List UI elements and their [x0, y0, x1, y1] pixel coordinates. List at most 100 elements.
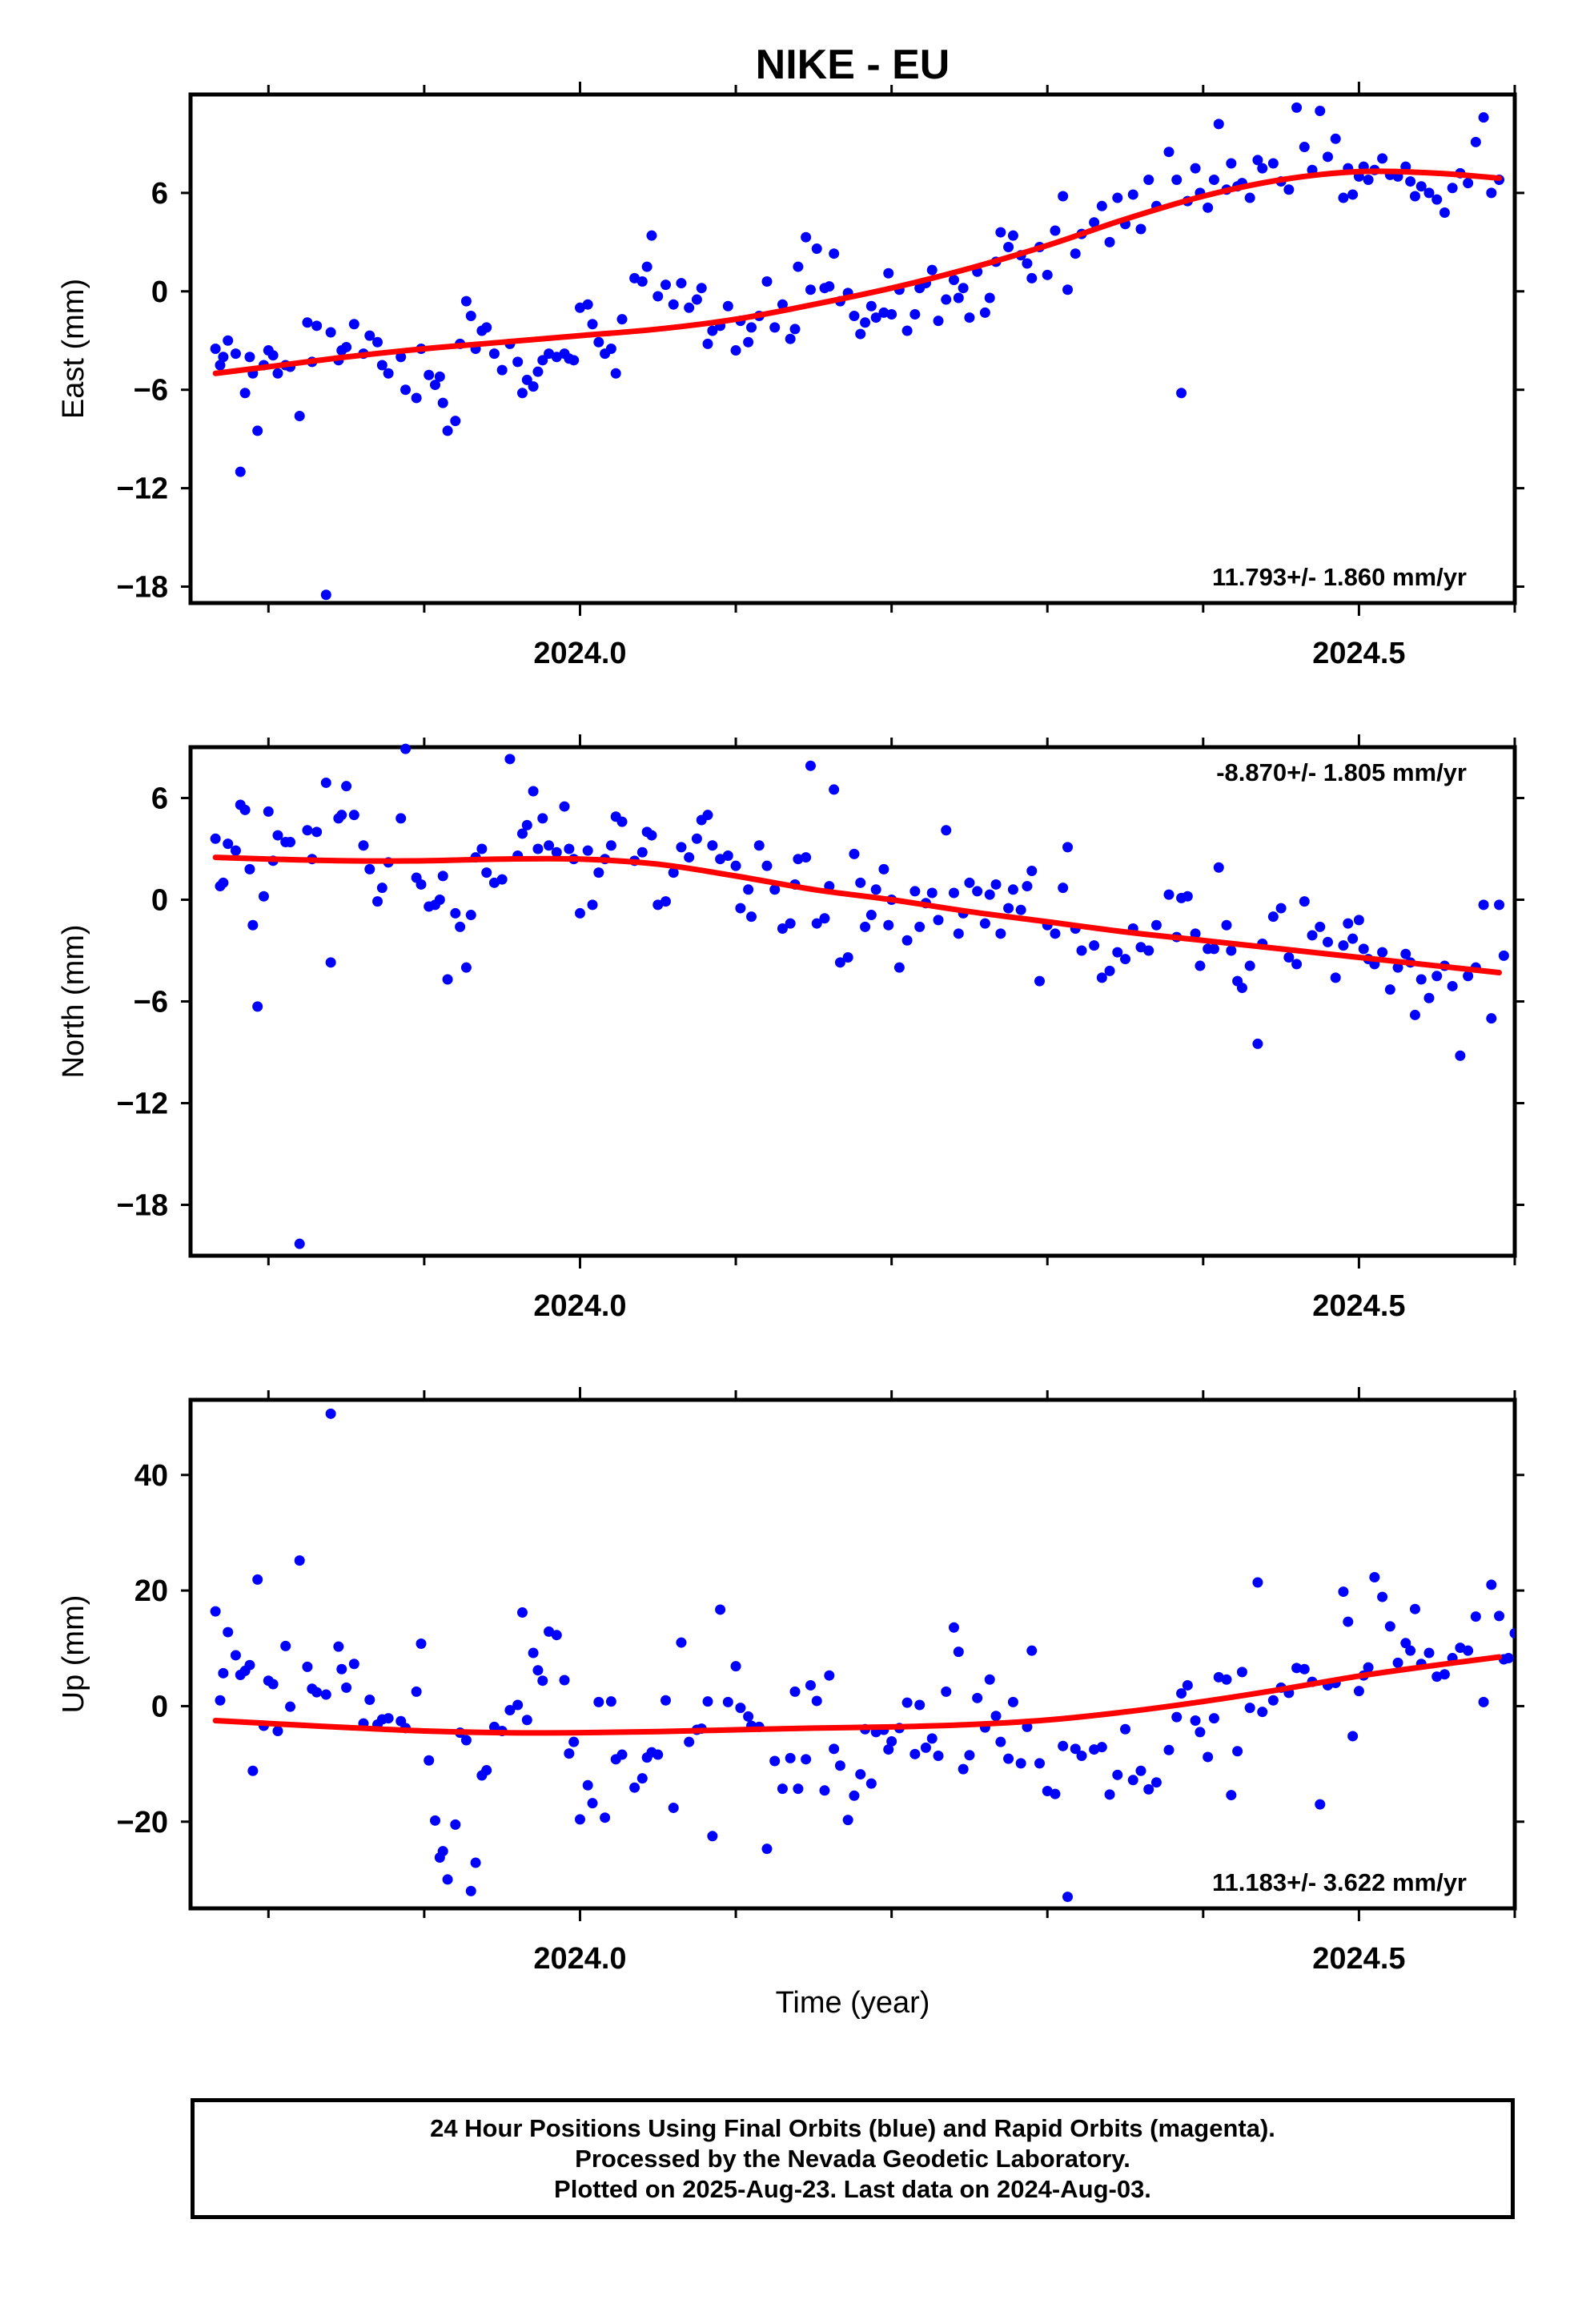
data-point: [465, 910, 476, 921]
data-point: [730, 1661, 741, 1672]
data-point: [400, 384, 412, 396]
data-point: [1252, 1038, 1263, 1049]
data-point: [1120, 954, 1131, 965]
data-point: [434, 895, 445, 905]
data-point: [777, 923, 788, 934]
data-point: [311, 1687, 323, 1698]
data-point: [735, 903, 746, 914]
data-point: [702, 810, 713, 821]
data-point: [972, 1692, 983, 1703]
data-point: [941, 294, 952, 305]
data-point: [990, 1711, 1002, 1722]
data-point: [1190, 928, 1201, 939]
data-point: [793, 261, 804, 272]
data-point: [364, 330, 375, 341]
y-tick-label: −6: [134, 374, 168, 408]
data-point: [652, 1749, 664, 1760]
data-point: [1377, 153, 1388, 164]
data-point: [730, 860, 741, 871]
data-point: [1026, 272, 1038, 283]
data-point: [964, 1750, 975, 1761]
data-point: [1003, 1753, 1014, 1764]
data-point: [668, 867, 679, 879]
data-point: [1400, 1638, 1411, 1649]
data-point: [437, 1846, 448, 1857]
data-point: [1244, 960, 1255, 971]
data-point: [926, 1733, 938, 1744]
data-point: [516, 1607, 528, 1618]
y-tick-label: −6: [134, 986, 168, 1019]
data-point: [785, 333, 796, 344]
data-point: [933, 1751, 944, 1761]
data-point: [1338, 940, 1349, 951]
data-point: [247, 1765, 259, 1776]
data-point: [1486, 187, 1497, 199]
data-point: [702, 338, 713, 349]
data-point: [568, 355, 580, 366]
data-point: [829, 1743, 840, 1755]
data-point: [691, 833, 702, 844]
data-point: [1062, 1892, 1074, 1903]
data-point: [1104, 1789, 1115, 1800]
data-point: [984, 292, 995, 304]
data-point: [1299, 1663, 1310, 1675]
up-panel: −20 0 20 40 2024.0 2024.5 Up (mm) Time (year) 11…: [57, 1387, 1524, 2020]
data-point: [544, 348, 555, 360]
data-point: [1143, 1783, 1154, 1795]
data-point: [1143, 945, 1154, 956]
data-point: [789, 324, 801, 335]
data-point: [455, 921, 466, 932]
data-point: [834, 957, 845, 968]
data-point: [1409, 1009, 1420, 1020]
data-point: [1182, 1679, 1193, 1691]
data-point: [376, 360, 387, 371]
data-point: [1299, 142, 1310, 153]
data-point: [920, 1742, 931, 1753]
data-point: [272, 368, 283, 379]
data-point: [1470, 136, 1481, 147]
data-point: [1150, 919, 1162, 931]
data-point: [1494, 1610, 1505, 1622]
x-tick-label: 2024.5: [1312, 1942, 1405, 1976]
data-point: [1163, 889, 1174, 900]
plot-frame: [188, 1397, 1517, 1911]
data-point: [805, 760, 816, 771]
data-point: [521, 819, 532, 830]
x-tick-label: 2024.5: [1312, 637, 1405, 670]
data-point: [1307, 930, 1318, 941]
y-tick-label: 0: [151, 275, 168, 309]
data-point: [1007, 884, 1018, 895]
data-point: [1299, 896, 1310, 907]
data-point: [1347, 1731, 1359, 1742]
data-point: [1478, 899, 1489, 911]
data-point: [958, 283, 969, 294]
data-point: [834, 1760, 845, 1771]
data-point: [684, 302, 695, 313]
y-axis-label: East (mm): [57, 279, 90, 419]
data-point: [1377, 947, 1388, 958]
data-point: [244, 352, 255, 363]
data-point: [1338, 192, 1349, 203]
data-point: [551, 1630, 562, 1641]
data-point: [1315, 921, 1326, 932]
data-point: [1104, 965, 1115, 976]
data-point: [860, 921, 871, 932]
data-point: [1353, 915, 1364, 926]
data-point: [1171, 1711, 1182, 1723]
data-point: [376, 883, 387, 894]
data-point: [1127, 1775, 1138, 1786]
data-point: [481, 867, 492, 879]
data-point: [1409, 191, 1420, 202]
data-point: [849, 848, 860, 859]
data-point: [218, 877, 229, 888]
data-point: [416, 1638, 427, 1650]
data-point: [979, 307, 990, 318]
data-point: [1291, 959, 1303, 970]
data-point: [1208, 1713, 1219, 1724]
data-point: [1267, 1695, 1279, 1706]
data-point: [311, 826, 323, 838]
data-point: [481, 1765, 492, 1776]
data-point: [348, 810, 359, 821]
data-point: [849, 1790, 860, 1801]
data-point: [285, 837, 296, 848]
